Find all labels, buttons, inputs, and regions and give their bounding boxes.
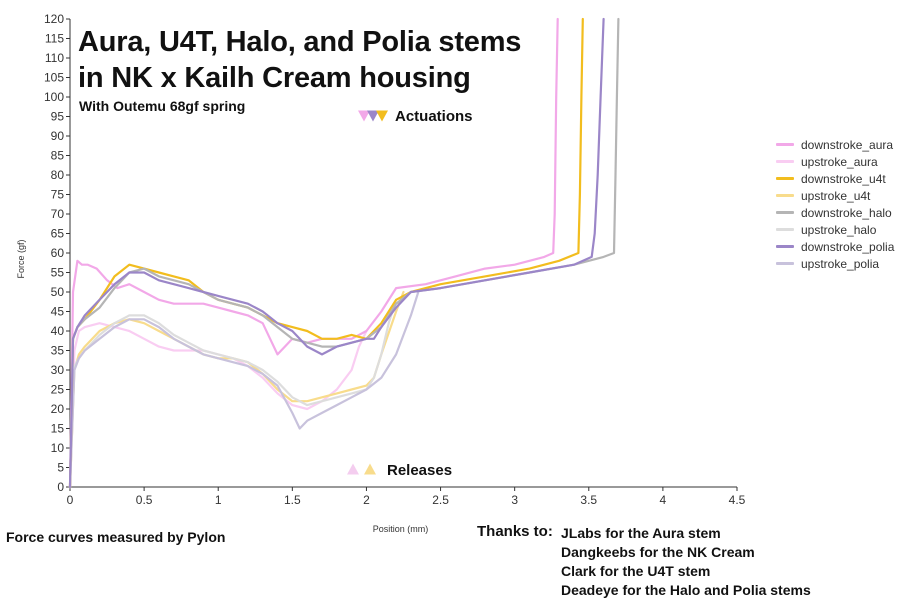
- legend-item: upstroke_u4t: [776, 187, 894, 204]
- y-tick-label: 75: [51, 188, 65, 202]
- x-tick-label: 4.5: [729, 493, 746, 507]
- legend-label: downstroke_halo: [801, 205, 892, 220]
- y-tick-label: 70: [51, 207, 65, 221]
- legend-item: downstroke_aura: [776, 136, 894, 153]
- y-tick-label: 90: [51, 129, 65, 143]
- legend-swatch: [776, 211, 794, 214]
- y-tick-label: 10: [51, 441, 65, 455]
- releases-label: Releases: [387, 462, 453, 479]
- x-tick-label: 4: [660, 493, 667, 507]
- y-tick-label: 95: [51, 110, 65, 124]
- legend-swatch: [776, 194, 794, 197]
- release-marker: [364, 463, 376, 475]
- thanks-item: Deadeye for the Halo and Polia stems: [561, 582, 811, 598]
- chart-title: Aura, U4T, Halo, and Polia stems in NK x…: [78, 26, 522, 94]
- y-tick-label: 60: [51, 246, 65, 260]
- y-tick-label: 25: [51, 383, 65, 397]
- series-line-upstroke_polia: [68, 290, 420, 489]
- actuation-marker: [376, 110, 388, 122]
- legend-swatch: [776, 160, 794, 163]
- legend-item: upstroke_polia: [776, 255, 894, 272]
- x-tick-label: 1.5: [284, 493, 301, 507]
- y-axis-title: Force (gf): [16, 239, 26, 278]
- x-tick-label: 1: [215, 493, 222, 507]
- legend-item: downstroke_polia: [776, 238, 894, 255]
- legend-swatch: [776, 177, 794, 180]
- y-tick-label: 5: [57, 461, 64, 475]
- y-tick-label: 110: [45, 51, 64, 65]
- legend-label: upstroke_u4t: [801, 188, 871, 203]
- y-tick-label: 45: [51, 305, 65, 319]
- y-tick-label: 50: [51, 285, 65, 299]
- y-tick-label: 0: [57, 480, 64, 494]
- legend-label: downstroke_polia: [801, 239, 895, 254]
- series-line-upstroke_aura: [68, 322, 368, 489]
- y-tick-label: 85: [51, 149, 65, 163]
- y-tick-label: 30: [51, 363, 65, 377]
- y-tick-label: 120: [44, 12, 64, 26]
- y-tick-label: 105: [44, 71, 64, 85]
- legend-label: upstroke_aura: [801, 154, 878, 169]
- legend-swatch: [776, 228, 794, 231]
- legend-item: downstroke_u4t: [776, 170, 894, 187]
- y-tick-label: 20: [51, 402, 65, 416]
- x-tick-label: 2.5: [432, 493, 449, 507]
- x-tick-label: 0.5: [136, 493, 153, 507]
- x-tick-label: 3.5: [580, 493, 597, 507]
- series-line-downstroke_polia: [68, 17, 605, 489]
- chart-legend: downstroke_aura upstroke_aura downstroke_u…: [776, 136, 894, 272]
- y-tick-label: 15: [51, 422, 65, 436]
- series-line-downstroke_u4t: [68, 17, 584, 489]
- x-tick-label: 0: [67, 493, 74, 507]
- x-axis-title: Position (mm): [373, 524, 429, 534]
- legend-label: upstroke_halo: [801, 222, 877, 237]
- y-tick-label: 100: [44, 90, 64, 104]
- legend-item: upstroke_halo: [776, 221, 894, 238]
- y-tick-label: 40: [51, 324, 65, 338]
- thanks-list: JLabs for the Aura stem Dangkeebs for th…: [561, 524, 811, 600]
- legend-swatch: [776, 245, 794, 248]
- chart-subtitle: With Outemu 68gf spring: [79, 98, 246, 114]
- y-tick-label: 65: [51, 227, 65, 241]
- thanks-item: Dangkeebs for the NK Cream: [561, 544, 755, 560]
- legend-label: downstroke_aura: [801, 137, 894, 152]
- y-tick-label: 55: [51, 266, 65, 280]
- legend-label: downstroke_u4t: [801, 171, 886, 186]
- legend-item: upstroke_aura: [776, 153, 894, 170]
- y-tick-label: 115: [45, 32, 64, 46]
- y-tick-label: 80: [51, 168, 65, 182]
- release-marker: [347, 463, 359, 475]
- thanks-label: Thanks to:: [477, 523, 553, 540]
- x-tick-label: 3: [511, 493, 518, 507]
- legend-swatch: [776, 262, 794, 265]
- x-tick-label: 2: [363, 493, 370, 507]
- thanks-item: JLabs for the Aura stem: [561, 525, 721, 541]
- y-tick-label: 35: [51, 344, 65, 358]
- series-line-upstroke_halo: [68, 298, 398, 489]
- actuation-marker: [358, 110, 370, 122]
- actuations-label: Actuations: [395, 108, 473, 125]
- legend-item: downstroke_halo: [776, 204, 894, 221]
- measurement-credit: Force curves measured by Pylon: [6, 529, 226, 545]
- legend-swatch: [776, 143, 794, 146]
- legend-label: upstroke_polia: [801, 256, 880, 271]
- actuation-marker: [367, 110, 379, 122]
- thanks-item: Clark for the U4T stem: [561, 563, 711, 579]
